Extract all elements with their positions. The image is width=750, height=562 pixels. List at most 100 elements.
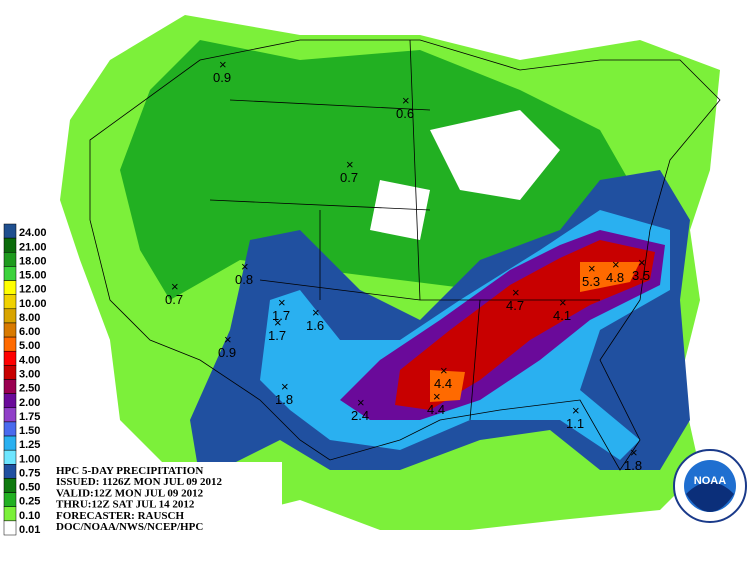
legend-swatch	[3, 421, 17, 437]
legend-label: 4.00	[19, 354, 40, 366]
legend-label: 1.50	[19, 425, 40, 437]
max-label: 1.7	[272, 308, 290, 323]
max-label: 1.7	[268, 328, 286, 343]
legend-swatch	[3, 280, 17, 295]
legend-label: 12.00	[19, 284, 47, 296]
legend-swatch	[3, 223, 17, 239]
legend-swatch	[3, 520, 17, 536]
max-label: 4.4	[427, 402, 445, 417]
header-line: THRU:12Z SAT JUL 14 2012	[56, 499, 195, 511]
max-marker: ×	[281, 379, 289, 394]
max-label: 4.4	[434, 376, 452, 391]
legend-swatch	[3, 322, 17, 338]
max-label: 0.9	[213, 70, 231, 85]
max-marker: ×	[572, 403, 580, 418]
legend-label: 6.00	[19, 326, 40, 338]
legend-label: 1.75	[19, 411, 40, 423]
max-marker: ×	[224, 332, 232, 347]
max-label: 0.7	[340, 170, 358, 185]
legend-swatch	[3, 506, 17, 522]
legend-swatch	[3, 365, 17, 380]
legend-swatch	[3, 294, 17, 310]
max-label: 4.7	[506, 298, 524, 313]
max-label: 4.8	[606, 270, 624, 285]
legend-label: 21.00	[19, 241, 47, 253]
legend-label: 2.00	[19, 397, 40, 409]
header-line: ISSUED: 1126Z MON JUL 09 2012	[56, 476, 222, 488]
legend-label: 0.01	[19, 524, 40, 536]
legend-label: 5.00	[19, 340, 40, 352]
max-marker: ×	[402, 93, 410, 108]
max-label: 0.8	[235, 272, 253, 287]
legend-swatch	[3, 435, 17, 451]
max-marker: ×	[559, 295, 567, 310]
boundaries	[89, 39, 721, 471]
header-line: FORECASTER: RAUSCH	[56, 510, 184, 522]
max-label: 5.3	[582, 274, 600, 289]
header-line: VALID:12Z MON JUL 09 2012	[56, 487, 204, 499]
max-marker: ×	[346, 157, 354, 172]
max-marker: ×	[440, 363, 448, 378]
max-marker: ×	[219, 57, 227, 72]
dry-area	[430, 110, 560, 200]
max-label: 1.1	[566, 416, 584, 431]
legend-label: 8.00	[19, 312, 40, 324]
legend-label: 0.75	[19, 467, 40, 479]
legend-swatch	[3, 252, 17, 267]
max-label: 0.6	[396, 106, 414, 121]
legend-label: 18.00	[19, 255, 47, 267]
max-marker: ×	[433, 389, 441, 404]
max-label: 1.8	[275, 392, 293, 407]
max-marker: ×	[638, 255, 646, 270]
legend-swatch	[3, 464, 17, 479]
legend-label: 2.50	[19, 383, 40, 395]
max-marker: ×	[588, 261, 596, 276]
legend-label: 1.00	[19, 453, 40, 465]
max-marker: ×	[630, 445, 638, 460]
legend-label: 1.25	[19, 439, 40, 451]
legend-swatch	[3, 237, 17, 253]
max-label: 1.6	[306, 318, 324, 333]
legend-swatch	[3, 266, 17, 281]
area-500	[430, 262, 640, 402]
legend-swatch	[3, 478, 17, 493]
legend-swatch	[3, 449, 17, 465]
legend: 24.00 21.00 18.00 15.00 12.00 10.00 8.00 6.00 5.…	[3, 223, 47, 536]
legend-swatch	[3, 393, 17, 409]
max-label: 3.5	[632, 268, 650, 283]
legend-swatch	[3, 379, 17, 394]
max-marker: ×	[512, 285, 520, 300]
max-label: 2.4	[351, 408, 369, 423]
legend-swatch	[3, 336, 17, 352]
noaa-logo: NOAA	[673, 449, 747, 523]
dry-area	[370, 180, 430, 240]
max-label: 0.9	[218, 345, 236, 360]
max-label: 0.7	[165, 292, 183, 307]
maxima-layer: 0.9 0.6 0.7 0.8 0.7 1.7 1.7 1.6 0.9 1.8 …	[165, 57, 650, 473]
header-box	[52, 462, 282, 532]
legend-swatch	[3, 492, 17, 507]
legend-label: 24.00	[19, 227, 47, 239]
legend-label: 10.00	[19, 298, 47, 310]
legend-label: 3.00	[19, 369, 40, 381]
max-marker: ×	[312, 305, 320, 320]
max-marker: ×	[278, 295, 286, 310]
max-marker: ×	[274, 315, 282, 330]
legend-swatch	[3, 308, 17, 324]
area-025	[120, 40, 640, 300]
legend-label: 0.10	[19, 510, 40, 522]
legend-label: 15.00	[19, 270, 47, 282]
max-marker: ×	[357, 395, 365, 410]
header-line: DOC/NOAA/NWS/NCEP/HPC	[56, 521, 203, 533]
header-line: HPC 5-DAY PRECIPITATION	[56, 465, 203, 477]
max-label: 4.1	[553, 308, 571, 323]
max-marker: ×	[612, 257, 620, 272]
logo-text: NOAA	[694, 475, 726, 487]
legend-label: 0.25	[19, 496, 40, 508]
legend-label: 0.50	[19, 482, 40, 494]
legend-swatch	[3, 407, 17, 423]
legend-swatch	[3, 350, 17, 366]
